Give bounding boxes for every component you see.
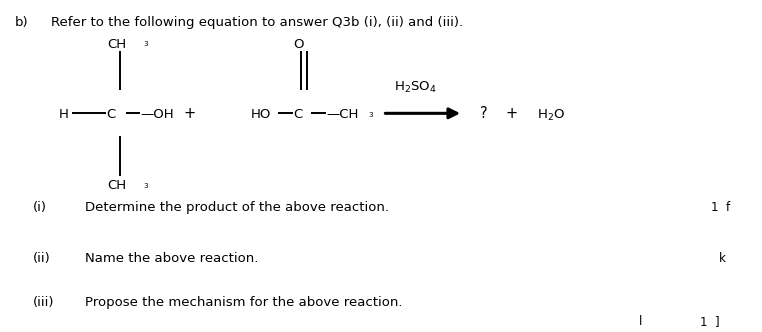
Text: +: +	[184, 106, 196, 121]
Text: ?: ?	[481, 106, 488, 121]
Text: $_3$: $_3$	[368, 110, 374, 120]
Text: l: l	[639, 315, 642, 328]
Text: $_3$: $_3$	[142, 39, 149, 49]
Text: —OH: —OH	[140, 109, 174, 122]
Text: 1  ]: 1 ]	[700, 315, 719, 328]
Text: Determine the product of the above reaction.: Determine the product of the above react…	[85, 201, 389, 214]
Text: b): b)	[15, 16, 29, 29]
Text: HO: HO	[251, 109, 271, 122]
Text: $_3$: $_3$	[142, 181, 149, 191]
Text: C: C	[293, 109, 303, 122]
Text: Refer to the following equation to answer Q3b (i), (ii) and (iii).: Refer to the following equation to answe…	[51, 16, 463, 29]
Text: 1  f: 1 f	[711, 201, 731, 214]
Text: C: C	[106, 109, 115, 122]
Text: H$_2$O: H$_2$O	[536, 108, 565, 123]
Text: (iii): (iii)	[34, 296, 55, 309]
Text: Propose the mechanism for the above reaction.: Propose the mechanism for the above reac…	[85, 296, 402, 309]
Text: +: +	[505, 106, 517, 121]
Text: CH: CH	[107, 38, 126, 51]
Text: Name the above reaction.: Name the above reaction.	[85, 252, 258, 265]
Text: CH: CH	[107, 179, 126, 192]
Text: H$_2$SO$_4$: H$_2$SO$_4$	[394, 79, 437, 95]
Text: O: O	[293, 38, 304, 51]
Text: k: k	[719, 252, 725, 265]
Text: H: H	[59, 109, 69, 122]
Text: —CH: —CH	[326, 109, 359, 122]
Text: (i): (i)	[34, 201, 47, 214]
Text: (ii): (ii)	[34, 252, 51, 265]
